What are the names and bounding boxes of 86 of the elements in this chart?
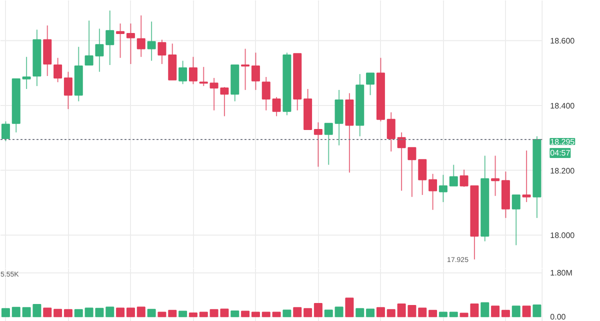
candlestick — [386, 112, 396, 152]
bar — [136, 306, 146, 318]
y-tick-label: 0.00 — [550, 312, 566, 321]
candlestick — [428, 173, 438, 210]
bar — [501, 310, 510, 318]
bar — [345, 298, 354, 318]
text: 04:57 — [550, 148, 571, 158]
y-tick-label: 18.600 — [550, 36, 576, 46]
bar — [491, 306, 500, 318]
bar — [251, 312, 260, 318]
candlestick — [334, 89, 344, 146]
candlestick — [178, 60, 188, 85]
candlestick — [95, 28, 104, 72]
candlestick — [251, 52, 260, 90]
candlestick — [460, 169, 468, 188]
candlestick — [22, 56, 31, 90]
bar — [449, 312, 458, 318]
candlestick — [418, 159, 427, 196]
bar — [178, 310, 188, 318]
bar — [106, 306, 114, 318]
bar — [522, 306, 531, 318]
candlestick — [449, 164, 458, 186]
bar — [147, 308, 156, 318]
bar — [12, 306, 20, 318]
bar — [1, 308, 10, 318]
y-tick-label: 18.000 — [550, 231, 576, 240]
candlestick — [147, 21, 156, 62]
candlestick — [136, 14, 146, 58]
candlestick — [491, 155, 500, 196]
bar — [43, 308, 52, 318]
candlestick — [199, 66, 208, 87]
candlestick — [314, 122, 322, 168]
candlestick — [188, 56, 198, 85]
candlestick — [106, 10, 114, 66]
candlestick — [64, 71, 72, 110]
bar — [272, 312, 281, 318]
y-tick-label: 18.200 — [550, 166, 576, 176]
candlestick — [272, 96, 281, 117]
bar — [324, 310, 333, 318]
bar — [386, 309, 396, 318]
bar — [262, 312, 270, 318]
candlestick — [54, 57, 62, 83]
bar — [64, 309, 72, 318]
bar — [334, 306, 344, 318]
bar — [480, 302, 490, 318]
candlestick — [210, 77, 218, 111]
candlestick — [512, 194, 520, 246]
bar — [126, 308, 135, 318]
bar — [512, 306, 520, 318]
bar — [282, 310, 292, 318]
bar — [304, 308, 312, 318]
bar — [366, 308, 375, 318]
bar — [230, 310, 240, 318]
candlestick — [220, 86, 229, 117]
candlestick — [158, 39, 166, 65]
bar — [314, 303, 322, 318]
bar — [54, 308, 62, 318]
bar — [356, 308, 364, 318]
y-tick-label: 1.80M — [550, 268, 573, 278]
bar — [158, 312, 166, 318]
candlestick — [366, 72, 375, 96]
bar — [428, 310, 438, 318]
candlestick — [438, 174, 448, 203]
y-tick-label: 18.400 — [550, 101, 576, 110]
bar — [168, 310, 177, 318]
bar — [418, 308, 427, 318]
candlestick — [324, 122, 333, 166]
bar — [74, 309, 83, 318]
candlestick — [397, 132, 406, 192]
candlestick — [522, 150, 531, 203]
candlestick — [1, 120, 10, 142]
bar — [241, 310, 250, 318]
candlestick — [408, 147, 416, 198]
bar — [199, 312, 208, 318]
candlestick — [116, 23, 125, 58]
bar — [376, 307, 385, 318]
bar — [116, 308, 125, 318]
candlestick — [126, 23, 135, 65]
candlestick — [241, 48, 250, 90]
bar — [532, 304, 542, 318]
candlestick — [84, 20, 94, 66]
bar — [188, 312, 198, 318]
bar — [438, 312, 448, 318]
bar — [293, 307, 302, 318]
ref-line-label: 18.295 — [550, 138, 576, 147]
candlestick — [262, 76, 270, 111]
